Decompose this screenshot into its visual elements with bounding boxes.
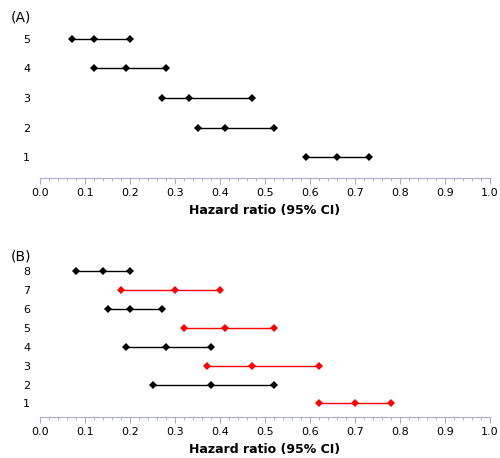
Text: (B): (B) xyxy=(11,250,31,263)
Text: (A): (A) xyxy=(11,11,31,24)
X-axis label: Hazard ratio (95% CI): Hazard ratio (95% CI) xyxy=(190,443,340,456)
X-axis label: Hazard ratio (95% CI): Hazard ratio (95% CI) xyxy=(190,204,340,217)
